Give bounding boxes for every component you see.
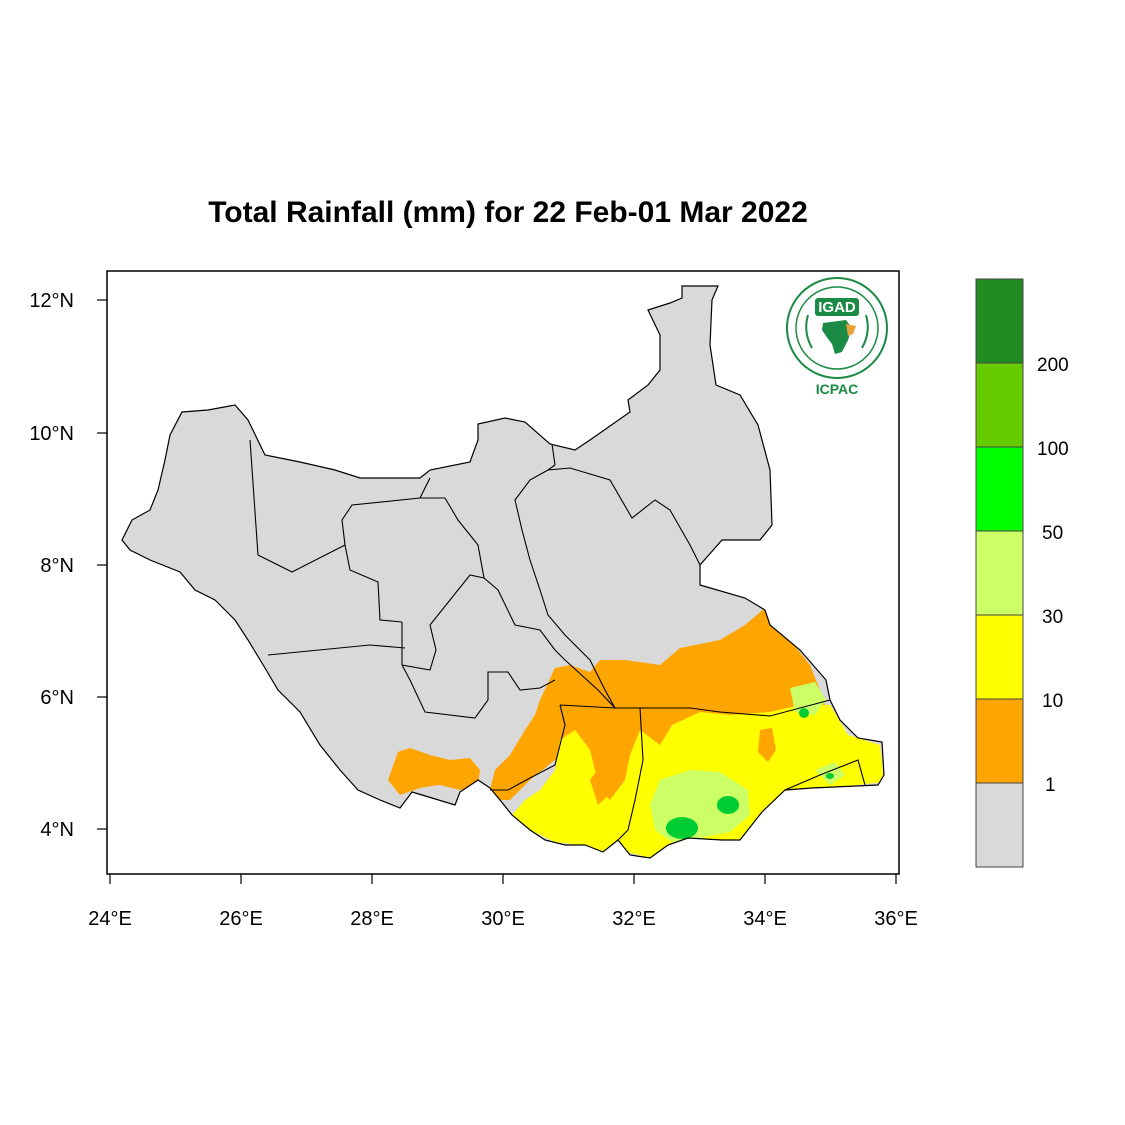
boundary-central-equatoria [490, 704, 566, 791]
y-axis [97, 299, 107, 830]
y-tick-label: 4°N [40, 819, 74, 841]
legend-label: 50 [1042, 523, 1063, 544]
legend-swatch [975, 278, 1024, 364]
x-tick-label: 26°E [219, 908, 263, 930]
logo-banner [815, 298, 859, 316]
legend-swatch [975, 698, 1024, 784]
boundary-jonglei-north [547, 467, 701, 566]
rain-band-1-10-east [490, 608, 830, 830]
boundary-west-mid [267, 644, 406, 656]
country-outline [121, 285, 885, 859]
map-title: Total Rainfall (mm) for 22 Feb-01 Mar 20… [208, 196, 808, 229]
rain-band-1-10-inlet [590, 735, 630, 805]
rain-band-50-100-blob-1 [666, 817, 698, 839]
legend-swatch [975, 362, 1024, 448]
boundary-ilemi [784, 759, 866, 791]
rain-band-1-10-west [388, 748, 480, 795]
legend-colorbar [975, 278, 1024, 868]
boundary-eastern-equatoria [617, 707, 644, 841]
x-tick-label: 34°E [743, 908, 787, 930]
horn-of-africa-icon [846, 324, 856, 336]
y-tick-labels: 12°N 10°N 8°N 6°N 4°N [29, 290, 74, 841]
legend-label: 10 [1042, 691, 1063, 712]
legend-label: 1 [1045, 775, 1056, 796]
y-tick-label: 10°N [29, 423, 74, 445]
rain-band-50-100-blob-2 [717, 796, 739, 814]
boundary-central-north [419, 477, 485, 579]
africa-emblem-icon [822, 320, 852, 354]
y-tick-label: 12°N [29, 290, 74, 312]
legend-labels: 1 10 30 50 100 200 [1037, 355, 1069, 796]
legend-swatch [975, 446, 1024, 532]
x-tick-label: 24°E [88, 908, 132, 930]
igad-icpac-logo: IGAD ICPAC [786, 277, 888, 397]
laurel-right-icon [861, 314, 869, 349]
legend-label: 100 [1037, 439, 1069, 460]
legend-label: 30 [1042, 607, 1063, 628]
rain-band-50-100-blob-4 [826, 773, 834, 779]
boundary-northeast [551, 443, 556, 466]
state-boundaries [249, 439, 866, 841]
legend-swatch [975, 530, 1024, 616]
rain-band-1-10-patch [758, 728, 776, 762]
laurel-left-icon [805, 314, 813, 349]
x-tick-label: 36°E [874, 908, 918, 930]
legend-label: 200 [1037, 355, 1069, 376]
x-axis [109, 874, 897, 884]
boundary-equatoria-north [559, 699, 831, 717]
boundary-warrap [341, 497, 421, 546]
legend-swatch [975, 614, 1024, 700]
y-tick-label: 6°N [40, 687, 74, 709]
logo-top-text: IGAD [818, 299, 856, 316]
rain-band-50-100-blob-3 [799, 708, 809, 718]
x-tick-label: 28°E [350, 908, 394, 930]
boundary-west-north [249, 439, 346, 573]
rain-band-30-50-east [790, 682, 826, 715]
legend-swatch [975, 782, 1024, 868]
x-tick-label: 32°E [612, 908, 656, 930]
x-tick-label: 30°E [481, 908, 525, 930]
boundary-central-a [401, 574, 616, 709]
boundary-northwest-a [344, 544, 403, 623]
logo-bottom-text: ICPAC [816, 381, 859, 397]
boundary-lakes [401, 664, 556, 719]
boundary-jonglei-west [514, 464, 616, 709]
x-tick-labels: 24°E 26°E 28°E 30°E 32°E 34°E 36°E [88, 908, 918, 930]
y-tick-label: 8°N [40, 555, 74, 577]
